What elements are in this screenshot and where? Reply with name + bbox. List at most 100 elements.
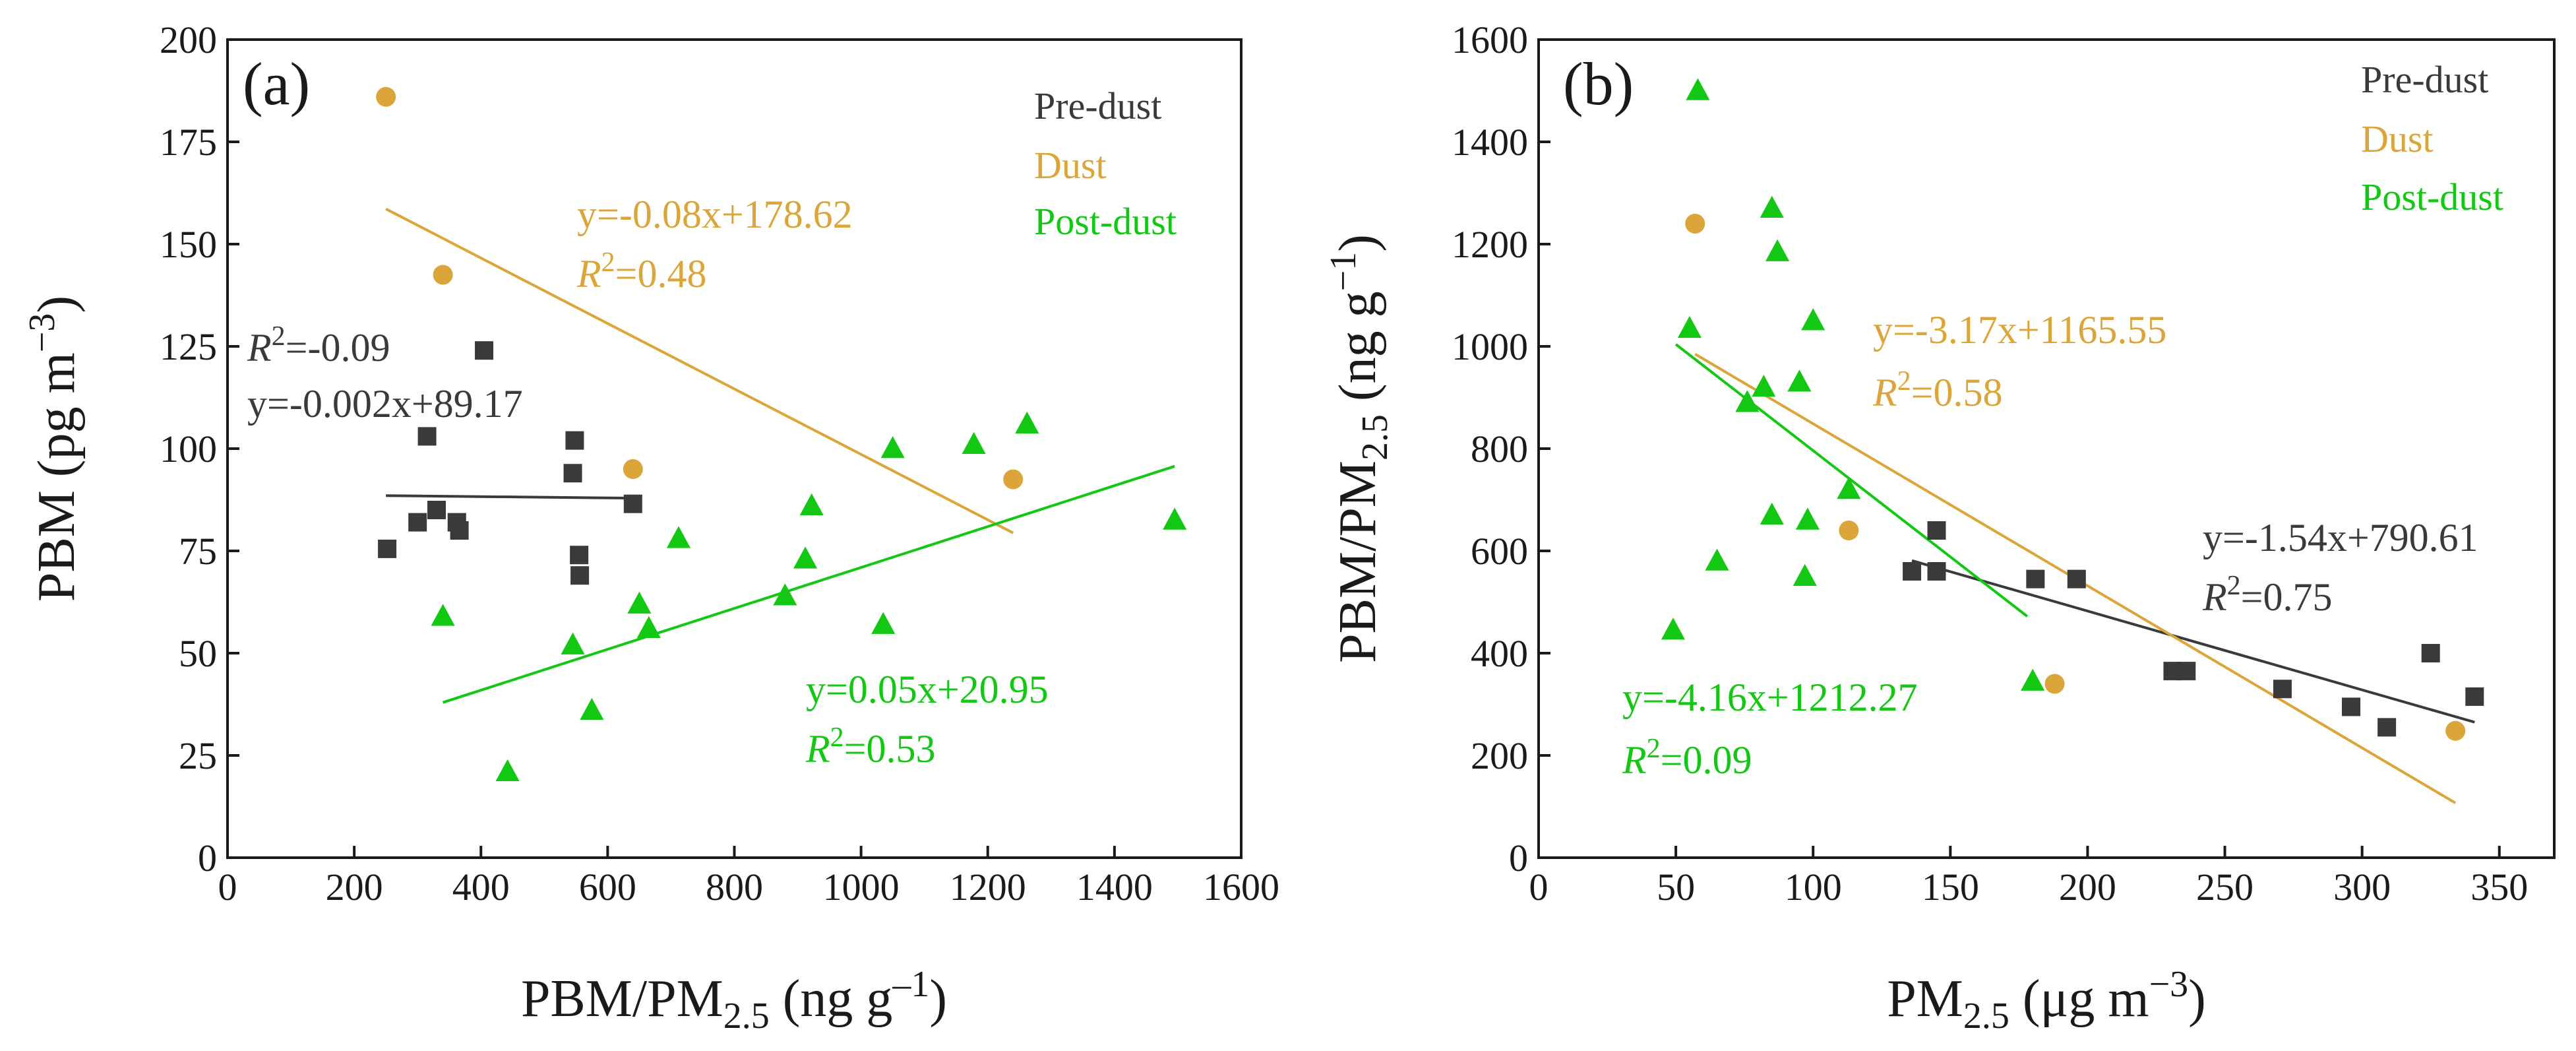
panel-b-point-post-dust <box>1677 315 1702 338</box>
panel-b-point-dust <box>1685 214 1705 234</box>
panel-a-point-post-dust <box>666 526 691 548</box>
panel-a-x-tick-label: 1200 <box>950 866 1026 908</box>
panel-a: 0 200 400 600 800 1000 1200 1400 1600 0 25 50 75 100 1… <box>22 18 1279 1036</box>
panel-a-dust-equation: y=-0.08x+178.62 <box>577 193 853 236</box>
panel-b-point-post-dust <box>1705 548 1729 571</box>
panel-a-point-dust <box>433 265 453 285</box>
panel-b-point-post-dust <box>1837 477 1861 499</box>
panel-b-fit-line-pre-dust <box>1911 559 2475 724</box>
panel-a-x-tick-label: 600 <box>579 866 636 908</box>
panel-a-fit-lines <box>385 207 1175 704</box>
panel-b-legend-post: Post-dust <box>2361 175 2503 218</box>
panel-b-label: (b) <box>1563 50 1634 117</box>
panel-a-label: (a) <box>243 50 310 117</box>
panel-a-point-post-dust <box>580 697 604 720</box>
panel-b-dust-equation: y=-3.17x+1165.55 <box>1873 308 2166 352</box>
panel-b-x-tick-label: 300 <box>2333 866 2391 908</box>
panel-b-axes-frame <box>1537 38 2556 859</box>
panel-a-point-pre-dust <box>475 341 494 360</box>
panel-b-point-pre-dust <box>2177 662 2196 681</box>
panel-a-fit-line-post-dust <box>442 464 1175 704</box>
panel-b-point-pre-dust <box>1927 562 1946 581</box>
panel-b-y-tick-label: 600 <box>1471 530 1528 573</box>
panel-b-x-tick-label: 250 <box>2196 866 2254 908</box>
panel-b-point-pre-dust <box>2273 680 2292 699</box>
panel-b-point-post-dust <box>1686 78 1710 100</box>
panel-a-fit-line-dust <box>385 207 1014 534</box>
panel-a-y-axis-title: PBM (pg m−3) <box>22 296 86 602</box>
panel-a-x-tick-label: 0 <box>218 866 237 908</box>
panel-b-point-post-dust <box>1760 195 1784 218</box>
panel-a-point-pre-dust <box>570 546 589 565</box>
panel-b-point-post-dust <box>1661 618 1685 640</box>
panel-b-y-tick-label: 400 <box>1471 632 1528 675</box>
panel-b-x-tick-label: 0 <box>1529 866 1549 908</box>
panel-b-point-post-dust <box>1795 507 1820 530</box>
panel-a-pre-r2: R2=-0.09 <box>247 321 390 369</box>
panel-b-point-pre-dust <box>2465 687 2484 706</box>
panel-b-x-tick-label: 200 <box>2059 866 2116 908</box>
panel-a-legend-dust: Dust <box>1034 144 1107 187</box>
panel-b-ticks: 0 50 100 150 200 250 300 350 0 200 400 600 800 1000 12… <box>1452 18 2528 908</box>
panel-a-point-post-dust <box>799 493 824 516</box>
panel-a-point-dust <box>376 86 396 107</box>
panel-b-x-tick-label: 350 <box>2470 866 2528 908</box>
panel-a-y-tick-label: 25 <box>179 734 217 777</box>
panel-a-y-tick-label: 200 <box>160 18 217 61</box>
panel-b: 0 50 100 150 200 250 300 350 0 200 400 600 800 1000 12… <box>1323 18 2556 1036</box>
panel-b-y-tick-label: 1400 <box>1452 121 1528 164</box>
panel-a-point-post-dust <box>871 612 896 634</box>
panel-a-point-post-dust <box>773 583 797 606</box>
panel-b-x-tick-label: 100 <box>1785 866 1842 908</box>
panel-b-point-post-dust <box>1760 502 1784 525</box>
panel-a-point-dust <box>1003 469 1024 490</box>
panel-a-point-pre-dust <box>570 566 590 585</box>
panel-a-x-tick-label: 200 <box>326 866 383 908</box>
panel-a-post-equation: y=0.05x+20.95 <box>806 668 1049 711</box>
panel-b-point-pre-dust <box>1903 562 1922 581</box>
panel-a-x-axis-title: PBM/PM2.5 (ng g–1) <box>521 964 947 1036</box>
panel-a-point-pre-dust <box>563 464 582 483</box>
panel-a-x-tick-label: 1400 <box>1076 866 1153 908</box>
panel-a-dust-r2: R2=0.48 <box>576 247 707 296</box>
panel-b-point-post-dust <box>1765 239 1790 261</box>
panel-a-y-tick-label: 150 <box>160 223 217 266</box>
panel-a-point-pre-dust <box>565 431 584 450</box>
panel-b-y-tick-label: 0 <box>1509 837 1528 879</box>
panel-a-point-post-dust <box>880 436 905 459</box>
panel-a-point-post-dust <box>431 604 455 626</box>
panel-b-y-tick-label: 1600 <box>1452 18 1528 61</box>
panel-b-point-post-dust <box>1735 390 1760 412</box>
panel-b-post-r2: R2=0.09 <box>1622 734 1752 782</box>
panel-a-point-post-dust <box>962 431 986 455</box>
panel-b-point-post-dust <box>2021 668 2045 691</box>
panel-b-point-post-dust <box>1793 563 1817 586</box>
panel-b-point-pre-dust <box>2377 718 2397 737</box>
panel-a-x-tick-label: 400 <box>452 866 510 908</box>
panel-b-y-tick-label: 1000 <box>1452 325 1528 368</box>
panel-a-point-post-dust <box>636 616 661 639</box>
panel-a-point-pre-dust <box>427 501 446 519</box>
panel-a-legend-pre: Pre-dust <box>1034 84 1161 127</box>
panel-b-x-tick-label: 50 <box>1657 866 1695 908</box>
panel-b-post-equation: y=-4.16x+1212.27 <box>1622 676 1918 719</box>
panel-a-point-post-dust <box>495 759 520 782</box>
panel-a-point-post-dust <box>1163 507 1187 530</box>
panel-a-post-r2: R2=0.53 <box>805 722 936 771</box>
panel-b-legend-pre: Pre-dust <box>2361 58 2488 101</box>
panel-b-point-pre-dust <box>2421 644 2440 662</box>
panel-a-point-dust <box>623 459 643 479</box>
panel-a-y-tick-label: 100 <box>160 428 217 470</box>
panel-b-x-axis-title: PM2.5 (μg m−3) <box>1887 964 2206 1036</box>
panel-b-point-pre-dust <box>1927 521 1946 540</box>
panel-a-point-post-dust <box>561 632 585 654</box>
panel-a-y-tick-label: 0 <box>198 837 217 879</box>
panel-b-pre-r2: R2=0.75 <box>2202 571 2333 619</box>
panel-b-point-dust <box>1839 521 1859 540</box>
panel-a-point-post-dust <box>1015 411 1039 434</box>
panel-b-point-pre-dust <box>2067 569 2086 589</box>
panel-a-y-tick-label: 125 <box>160 325 217 368</box>
panel-b-point-dust <box>2445 720 2466 741</box>
panel-a-fit-line-pre-dust <box>386 494 633 500</box>
